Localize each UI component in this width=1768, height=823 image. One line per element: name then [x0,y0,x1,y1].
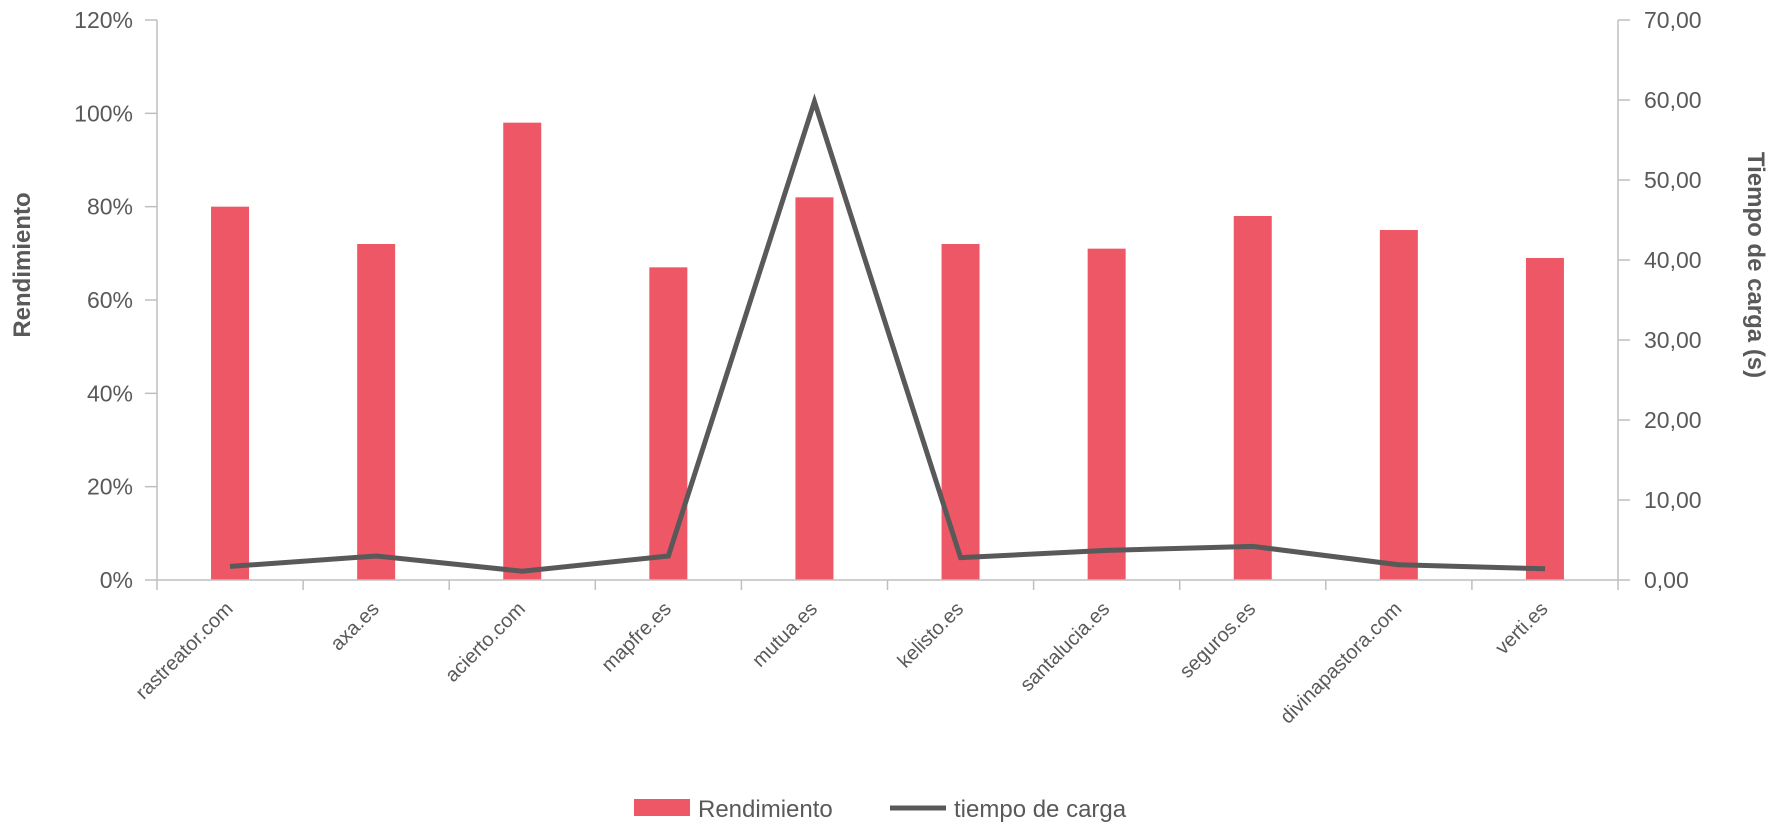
bar-axa.es [357,244,396,580]
y-tick-label: 120% [74,7,133,33]
bar-verti.es [1525,258,1564,580]
legend-label-tiempo-de-carga: tiempo de carga [954,796,1127,823]
x-tick-label: rastreator.com [132,598,238,704]
x-tick-label: seguros.es [1176,598,1261,683]
line-layer [229,93,1546,574]
y-tick-label: 60% [87,287,133,313]
bar-santalucia.es [1087,248,1126,580]
y2-tick-label: 60,00 [1644,87,1702,113]
legend-label-rendimiento: Rendimiento [698,796,833,823]
bar-kelisto.es [941,244,980,580]
x-tick-label: santalucia.es [1016,598,1114,696]
legend: Rendimiento tiempo de carga [634,796,1127,823]
x-tick-label: mutua.es [748,598,822,672]
y2-tick-label: 0,00 [1644,567,1689,593]
y2-tick-label: 50,00 [1644,167,1702,193]
bar-rastreator.com [211,206,250,580]
y-tick-label: 40% [87,380,133,406]
legend-swatch-rendimiento [634,799,690,816]
y2-tick-label: 10,00 [1644,487,1702,513]
x-tick-label: acierto.com [441,598,530,687]
x-tick-label: axa.es [326,598,383,655]
x-tick-label: divinapastora.com [1276,598,1406,728]
x-tick-label: verti.es [1491,598,1552,659]
y-axis-title: Rendimiento [9,192,36,337]
y2-axis-title: Tiempo de carga (s) [1742,152,1768,378]
x-tick-label: mapfre.es [597,598,675,676]
bar-acierto.com [503,122,542,581]
bar-mutua.es [795,197,834,581]
bar-seguros.es [1233,216,1272,580]
y-tick-label: 100% [74,100,133,126]
bars-layer [211,122,1564,581]
ticks-layer: 0% 20% 40% 60% 80% 100% 120% 0,00 10,00 20,00 30,0… [74,7,1701,728]
bar-divinapastora.com [1379,230,1418,580]
y2-tick-label: 30,00 [1644,327,1702,353]
y-tick-label: 20% [87,474,133,500]
line-tiempo-de-carga [229,93,1546,574]
x-tick-label: kelisto.es [894,598,969,673]
y2-tick-label: 20,00 [1644,407,1702,433]
bar-mapfre.es [649,267,688,580]
y2-tick-label: 70,00 [1644,7,1702,33]
y-tick-label: 0% [100,567,133,593]
y2-tick-label: 40,00 [1644,247,1702,273]
y-tick-label: 80% [87,194,133,220]
